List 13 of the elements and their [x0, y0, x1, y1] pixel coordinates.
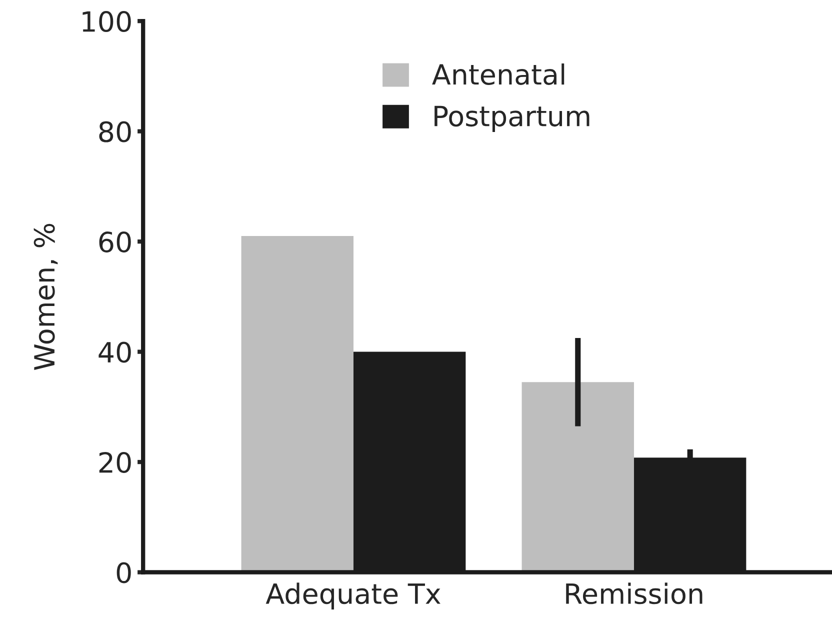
- y-tick-label: 0: [116, 562, 131, 584]
- y-axis-title: Women, %: [34, 224, 58, 370]
- y-tick-label: 40: [98, 342, 131, 363]
- bar: [522, 382, 634, 572]
- x-tick-label: Adequate Tx: [266, 582, 440, 610]
- y-tick-label: 20: [99, 452, 131, 473]
- y-tick-label: 80: [99, 121, 131, 142]
- legend-label: Antenatal: [432, 63, 564, 85]
- y-tick-label: 100: [82, 11, 131, 32]
- legend-label: Postpartum: [434, 106, 590, 132]
- x-tick-label: Remission: [566, 582, 702, 604]
- y-tick-label: 60: [99, 231, 131, 252]
- bar: [241, 236, 354, 572]
